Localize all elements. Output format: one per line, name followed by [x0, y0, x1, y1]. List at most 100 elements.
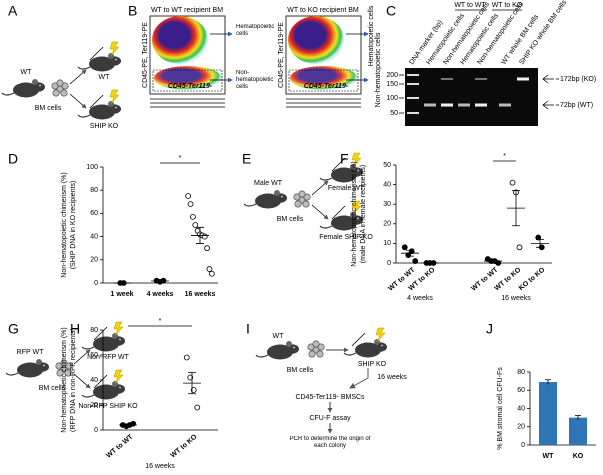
y-tick-label: 40: [517, 405, 525, 412]
mouse-tail: [81, 394, 95, 398]
ladder-band: [407, 112, 419, 114]
step-label: CD45-Ter119- BMSCs: [295, 394, 365, 401]
band: [517, 77, 529, 81]
y-tick-label: 50: [383, 162, 391, 169]
y-axis-sublabel: (SHIP DNA in KO recipients): [70, 181, 77, 270]
x-tick-label: WT to KO: [170, 433, 199, 459]
syringe: [335, 157, 346, 168]
irradiation: [351, 152, 362, 168]
y-axis-sublabel: (male DNA in female recipients): [360, 165, 367, 263]
mouse-eye: [357, 169, 359, 172]
significance-label: *: [179, 155, 182, 162]
error-bar: [156, 280, 164, 283]
mouse-eye: [281, 195, 283, 198]
syringe: [355, 332, 366, 343]
gate-label: CD45-Ter119-: [304, 83, 349, 90]
density: [288, 16, 344, 64]
wrapped-label: PCR to determine the origin of each colo…: [290, 436, 371, 449]
data-point: [516, 244, 523, 251]
y-tick-label: 0: [94, 280, 98, 287]
y-axis-label: CD45-PE, Ter119-PE: [278, 22, 285, 88]
band-label: 172bp (KO): [560, 76, 596, 83]
ladder-label: 200: [386, 72, 398, 79]
donor-label: WT: [273, 333, 285, 340]
arrow: [311, 204, 329, 220]
recipient-label: SHIP KO: [90, 123, 119, 130]
panel-letter: J: [486, 321, 493, 337]
mouse-tail: [1, 92, 15, 96]
mouse-icon: [81, 381, 125, 400]
density: [152, 16, 208, 64]
cell: [302, 200, 310, 208]
band: [499, 103, 511, 107]
needle: [89, 103, 95, 109]
recipient-label: Female WT: [328, 185, 365, 192]
mouse-icon: [5, 359, 49, 378]
y-axis-label: % BM stromal cell CFU-Fs: [497, 367, 504, 450]
syringe: [93, 94, 104, 105]
mouse-tail: [77, 114, 91, 118]
error-bar: [545, 379, 551, 385]
data-point: [187, 374, 194, 381]
plot-title: WT to WT recipient BM: [151, 7, 223, 14]
data-point: [535, 234, 542, 241]
data-point: [194, 404, 201, 411]
mouse-eye: [119, 338, 121, 341]
y-tick-label: 30: [383, 201, 391, 208]
group-label: WT to KO: [492, 2, 523, 9]
wrapped-label: Non-hematopoietic cells: [236, 70, 273, 90]
panel-letter: H: [70, 321, 80, 337]
y-tick-label: 20: [517, 424, 525, 431]
mouse-icon: [343, 339, 387, 358]
mouse-tail: [81, 346, 95, 350]
cells-label: BM cells: [277, 216, 304, 223]
x-tick-label: 16 weeks: [185, 291, 216, 298]
x-tick-label: 1 week: [111, 291, 134, 298]
needle: [93, 335, 99, 341]
bar: [569, 417, 587, 445]
irradiation: [375, 327, 386, 343]
mouse-eye: [115, 106, 117, 109]
cell: [316, 350, 324, 358]
cell: [60, 89, 68, 97]
mouse-tail: [77, 66, 91, 70]
y-tick-label: 20: [90, 402, 98, 409]
mouse-eye: [39, 84, 41, 87]
gate: [152, 69, 223, 92]
arrow: [73, 349, 91, 365]
data-point: [185, 193, 192, 199]
recipient-label: Female SHIP KO: [319, 234, 373, 241]
irradiation: [113, 321, 124, 337]
y-tick-label: 80: [90, 187, 98, 194]
needle: [331, 214, 337, 220]
time-label: 16 weeks: [377, 374, 407, 381]
data-point: [204, 245, 210, 252]
irradiation: [109, 89, 120, 105]
data-point: [190, 213, 196, 220]
data-point: [206, 266, 213, 272]
arrow: [349, 368, 369, 389]
needle: [89, 55, 95, 61]
data-point: [183, 354, 190, 361]
recipient-label: WT: [99, 74, 111, 81]
data-point: [192, 222, 199, 228]
syringe: [97, 374, 108, 385]
mouse-tail: [243, 203, 257, 207]
x-axis-label: 16 weeks: [145, 463, 175, 470]
y-axis-label: Non-hematopoietic chimerism (%): [61, 172, 68, 277]
band: [458, 103, 470, 107]
y-tick-label: 60: [90, 352, 98, 359]
irradiation: [113, 369, 124, 385]
mouse-tail: [319, 177, 333, 181]
density: [154, 66, 222, 90]
mouse-eye: [43, 364, 45, 367]
mouse-ear: [274, 190, 280, 196]
arrow: [69, 93, 87, 109]
mouse-icon: [255, 341, 299, 360]
donor-label: Male WT: [254, 180, 283, 187]
cells-label: BM cells: [39, 385, 66, 392]
arrow-label: Hematopoietic cells: [368, 5, 375, 66]
panel-letter: I: [246, 321, 250, 337]
irradiation: [109, 41, 120, 57]
